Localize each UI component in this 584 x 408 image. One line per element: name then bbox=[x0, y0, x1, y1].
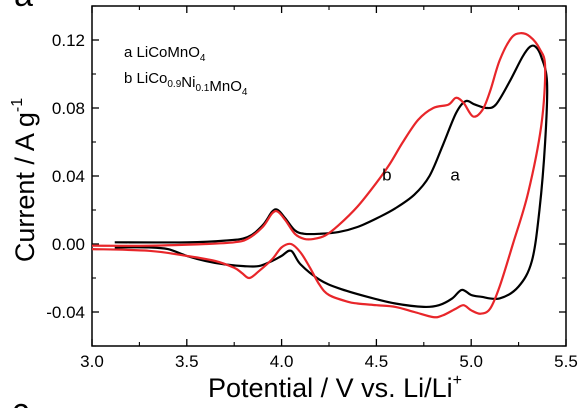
legend-formula-part: LiCo bbox=[137, 70, 168, 87]
series-line-b bbox=[91, 32, 547, 319]
y-axis-title-main: Current / A g bbox=[10, 112, 40, 262]
series-layer bbox=[91, 32, 549, 319]
panel-label-bottom: c bbox=[12, 392, 29, 408]
legend-entry: a LiCoMnO4 bbox=[124, 44, 206, 64]
legend-letter: b bbox=[124, 70, 137, 87]
y-tick-label: 0.00 bbox=[52, 235, 85, 254]
legend-subscript: 0.9 bbox=[167, 79, 181, 90]
legend-letter: a bbox=[124, 44, 137, 61]
x-tick-label: 5.0 bbox=[459, 352, 483, 371]
panel-label-top: a bbox=[14, 0, 33, 14]
legend-subscript: 4 bbox=[200, 53, 206, 64]
legend-entry: b LiCo0.9Ni0.1MnO4 bbox=[124, 70, 248, 98]
x-tick-label: 3.0 bbox=[80, 352, 104, 371]
x-tick-label: 4.0 bbox=[270, 352, 294, 371]
x-axis-title-sup: + bbox=[453, 372, 462, 389]
legend-subscript: 4 bbox=[242, 87, 248, 98]
y-axis-title: Current / A g-1 bbox=[9, 98, 40, 262]
y-tick-label: -0.04 bbox=[46, 303, 85, 322]
axis-tick-labels: 3.0 3.5 4.0 4.5 5.0 5.5 -0.04 0.00 0.04 0.08 0.12 bbox=[46, 31, 578, 371]
curve-label-b: b bbox=[382, 165, 391, 184]
legend-subscript: 0.1 bbox=[195, 83, 209, 94]
curve-label-a: a bbox=[450, 165, 460, 184]
x-axis-title-main: Potential / V vs. Li/Li bbox=[208, 373, 453, 403]
y-tick-label: 0.12 bbox=[52, 31, 85, 50]
x-tick-label: 5.5 bbox=[554, 352, 578, 371]
legend-formula-part: Ni bbox=[181, 74, 195, 91]
y-tick-label: 0.04 bbox=[52, 167, 85, 186]
x-axis-title: Potential / V vs. Li/Li+ bbox=[208, 372, 462, 403]
legend-formula-part: LiCoMnO bbox=[137, 44, 200, 61]
axis-ticks bbox=[91, 5, 567, 347]
legend-formula-part: MnO bbox=[209, 78, 242, 95]
y-tick-label: 0.08 bbox=[52, 99, 85, 118]
x-tick-label: 3.5 bbox=[175, 352, 199, 371]
x-tick-label: 4.5 bbox=[365, 352, 389, 371]
y-axis-title-sup: -1 bbox=[9, 98, 26, 112]
